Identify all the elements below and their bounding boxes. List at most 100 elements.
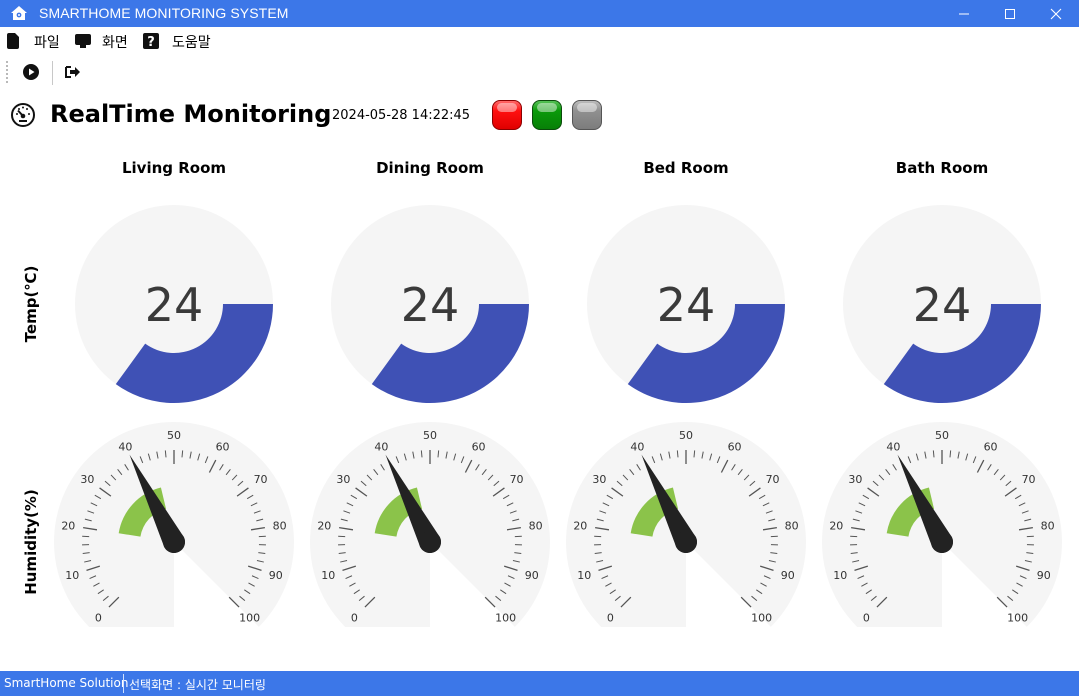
humidity-tick [256, 518, 264, 522]
humidity-tick [616, 480, 623, 487]
humidity-tick [892, 464, 897, 471]
humidity-tick-label: 0 [863, 612, 870, 625]
start-button[interactable] [22, 63, 42, 83]
humidity-tick [349, 582, 356, 587]
humidity-tick [253, 510, 261, 514]
humidity-tick-label: 0 [351, 612, 358, 625]
svg-text:?: ? [147, 35, 155, 49]
maximize-button[interactable] [987, 0, 1033, 27]
humidity-tick [338, 552, 346, 555]
humidity-tick-label: 40 [630, 441, 644, 454]
humidity-tick [89, 575, 97, 579]
close-button[interactable] [1033, 0, 1079, 27]
humidity-tick [493, 480, 500, 487]
humidity-tick [93, 582, 100, 587]
menu-help[interactable]: ? 도움말 [143, 32, 223, 51]
humidity-tick [762, 526, 777, 531]
humidity-tick [965, 453, 969, 461]
help-icon: ? [143, 33, 159, 49]
humidity-tick [256, 560, 264, 563]
humidity-tick [932, 450, 935, 458]
humidity-tick [1021, 510, 1029, 514]
humidity-tick [867, 487, 880, 497]
humidity-tick [768, 518, 776, 522]
humidity-tick [862, 494, 870, 500]
humidity-tick [924, 451, 927, 459]
humidity-tick [246, 494, 254, 500]
humidity-tick [599, 510, 607, 514]
humidity-tick [668, 451, 671, 459]
humidity-tick [231, 474, 238, 481]
humidity-tick [87, 510, 95, 514]
humidity-tick [464, 459, 473, 473]
humidity-tick-label: 80 [785, 519, 799, 532]
humidity-tick-label: 90 [1037, 569, 1051, 582]
humidity-tick [339, 526, 354, 531]
menu-view-label: 화면 [102, 35, 128, 51]
humidity-tick [83, 526, 98, 531]
title-bar: SMARTHOME MONITORING SYSTEM [0, 0, 1079, 27]
humidity-tick [878, 474, 885, 481]
humidity-tick [84, 560, 92, 563]
humidity-tick [629, 468, 635, 476]
humidity-tick [852, 560, 860, 563]
humidity-tick [858, 502, 866, 507]
humidity-tick [346, 502, 354, 507]
humidity-tick [460, 456, 465, 464]
humidity-tick-label: 10 [321, 569, 335, 582]
humidity-tick [420, 450, 423, 458]
humidity-tick [504, 582, 511, 587]
humidity-tick [124, 464, 129, 471]
temp-gauge-fill [371, 304, 529, 403]
humidity-tick [500, 589, 507, 595]
humidity-tick [403, 453, 407, 461]
humidity-tick [514, 552, 522, 555]
humidity-tick [851, 526, 866, 531]
exit-button[interactable] [64, 63, 84, 83]
humidity-tick [117, 468, 123, 476]
humidity-tick [850, 552, 858, 555]
humidity-tick-label: 90 [781, 569, 795, 582]
humidity-tick [676, 450, 679, 458]
temp-gauge-living: 24 [75, 205, 273, 403]
minimize-button[interactable] [941, 0, 987, 27]
humidity-tick [1007, 595, 1014, 602]
toolbar-grip[interactable] [6, 61, 8, 83]
humidity-tick-label: 70 [510, 473, 524, 486]
humidity-tick [949, 450, 952, 458]
humidity-tick [972, 456, 977, 464]
humidity-tick [861, 582, 868, 587]
humidity-tick [139, 456, 144, 464]
status-indicator-green [532, 100, 562, 130]
humidity-scale: 0 10 20 30 40 50 60 70 80 90 100 [317, 429, 542, 625]
humidity-tick-label: 90 [525, 569, 539, 582]
status-company: SmartHome Solution [4, 676, 129, 690]
humidity-tick [251, 575, 259, 579]
humidity-tick [503, 565, 518, 572]
humidity-tick [758, 494, 766, 500]
humidity-tick-label: 50 [167, 429, 181, 442]
humidity-tick [94, 494, 102, 500]
humidity-tick [872, 480, 879, 487]
humidity-tick [716, 456, 721, 464]
humidity-tick [353, 589, 360, 595]
temp-gauge-fill [115, 304, 273, 403]
humidity-tick [507, 575, 515, 579]
humidity-tick [86, 565, 101, 572]
menu-file[interactable]: 파일 [6, 32, 66, 51]
dashboard-icon [11, 103, 35, 127]
menu-view[interactable]: 화면 [74, 32, 134, 51]
humidity-tick [484, 596, 496, 608]
humidity-tick [509, 510, 517, 514]
humidity-tick [97, 589, 104, 595]
humidity-tick-label: 60 [984, 441, 998, 454]
humidity-tick [102, 595, 109, 602]
humidity-tick [756, 589, 763, 595]
humidity-tick-label: 100 [495, 612, 516, 625]
humidity-row-label: Humidity(%) [22, 489, 40, 595]
temp-gauge-bed: 24 [587, 205, 785, 403]
humidity-tick [364, 596, 376, 608]
temp-gauge-fill [883, 304, 1041, 403]
toolbar-separator [52, 61, 53, 85]
humidity-tick [90, 502, 98, 507]
